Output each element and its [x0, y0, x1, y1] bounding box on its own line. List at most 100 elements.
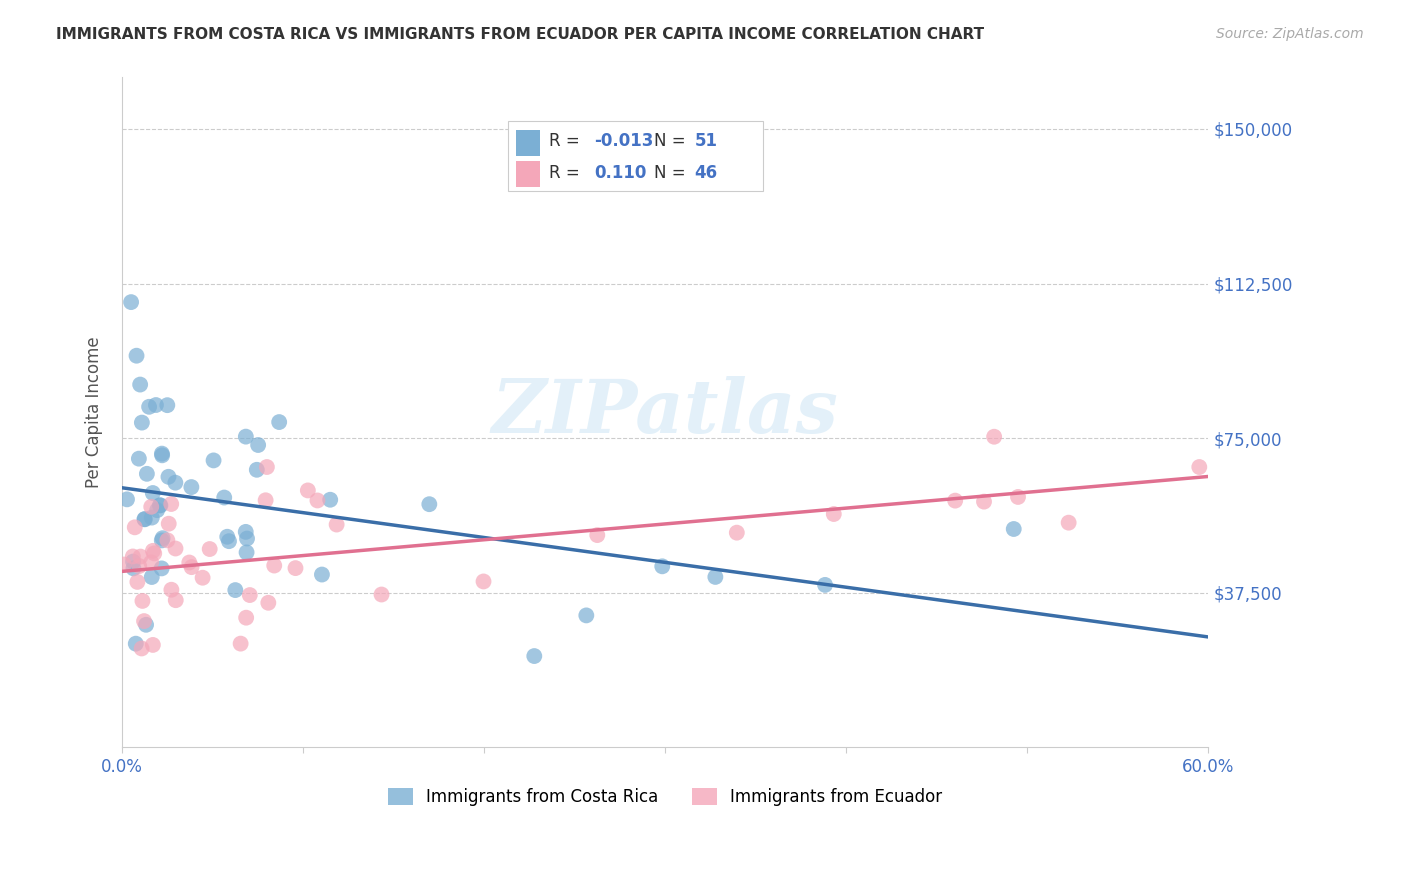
Point [138, 400, 160, 414]
Point [145, 398, 167, 412]
Point [165, 475, 187, 490]
Point [823, 507, 845, 521]
Text: IMMIGRANTS FROM COSTA RICA VS IMMIGRANTS FROM ECUADOR PER CAPITA INCOME CORRELAT: IMMIGRANTS FROM COSTA RICA VS IMMIGRANTS… [56, 27, 984, 42]
Text: 46: 46 [695, 164, 717, 182]
Point [586, 528, 609, 542]
Point [235, 524, 257, 539]
Point [142, 544, 165, 558]
FancyBboxPatch shape [508, 121, 763, 191]
Point [180, 480, 202, 494]
Text: N =: N = [654, 132, 692, 150]
Point [128, 451, 150, 466]
Point [128, 559, 150, 574]
Point [217, 530, 239, 544]
Bar [516, 130, 540, 156]
Point [131, 641, 153, 656]
Text: 51: 51 [695, 132, 717, 150]
Point [236, 532, 259, 546]
Point [297, 483, 319, 498]
Point [180, 560, 202, 574]
Point [269, 415, 291, 429]
Legend: Immigrants from Costa Rica, Immigrants from Ecuador: Immigrants from Costa Rica, Immigrants f… [381, 781, 949, 813]
Point [263, 558, 285, 573]
Point [814, 578, 837, 592]
Point [122, 561, 145, 575]
Point [125, 637, 148, 651]
Point [129, 549, 152, 564]
Point [179, 556, 201, 570]
Point [150, 447, 173, 461]
Point [156, 533, 179, 548]
Point [141, 555, 163, 569]
Point [1188, 460, 1211, 475]
Point [150, 561, 173, 575]
Point [149, 499, 172, 513]
Point [134, 512, 156, 526]
Point [165, 593, 187, 607]
Point [256, 460, 278, 475]
Point [146, 503, 169, 517]
Point [246, 463, 269, 477]
Point [307, 493, 329, 508]
Point [212, 491, 235, 505]
Text: 0.110: 0.110 [595, 164, 647, 182]
Point [132, 614, 155, 628]
Point [131, 594, 153, 608]
Point [157, 516, 180, 531]
Point [472, 574, 495, 589]
Point [141, 510, 163, 524]
Point [143, 546, 166, 560]
Point [943, 493, 966, 508]
Point [235, 610, 257, 624]
Point [235, 429, 257, 443]
Point [142, 638, 165, 652]
Point [127, 574, 149, 589]
Point [160, 582, 183, 597]
Point [983, 430, 1005, 444]
Point [135, 467, 157, 481]
Bar [516, 161, 540, 186]
Point [122, 555, 145, 569]
Point [1002, 522, 1025, 536]
Point [311, 567, 333, 582]
Y-axis label: Per Capita Income: Per Capita Income [86, 336, 103, 488]
Point [198, 542, 221, 557]
Point [165, 541, 187, 556]
Point [229, 637, 252, 651]
Point [254, 493, 277, 508]
Point [704, 570, 727, 584]
Point [141, 500, 163, 514]
Point [131, 416, 153, 430]
Text: R =: R = [548, 132, 585, 150]
Point [224, 583, 246, 598]
Text: Source: ZipAtlas.com: Source: ZipAtlas.com [1216, 27, 1364, 41]
Point [152, 531, 174, 545]
Point [191, 571, 214, 585]
Point [973, 494, 995, 508]
Point [239, 588, 262, 602]
Text: ZIPatlas: ZIPatlas [492, 376, 838, 449]
Point [247, 438, 270, 452]
Point [218, 534, 240, 549]
Point [651, 559, 673, 574]
Point [202, 453, 225, 467]
Point [134, 512, 156, 526]
Point [325, 517, 347, 532]
Point [370, 587, 392, 601]
Point [1057, 516, 1080, 530]
Point [725, 525, 748, 540]
Point [135, 617, 157, 632]
Point [156, 398, 179, 412]
Point [235, 545, 257, 559]
Point [124, 520, 146, 534]
Point [575, 608, 598, 623]
Text: R =: R = [548, 164, 585, 182]
Point [141, 570, 163, 584]
Text: N =: N = [654, 164, 692, 182]
Point [129, 377, 152, 392]
Point [418, 497, 440, 511]
Point [115, 492, 138, 507]
Point [149, 499, 172, 513]
Point [319, 492, 342, 507]
Point [1007, 490, 1029, 504]
